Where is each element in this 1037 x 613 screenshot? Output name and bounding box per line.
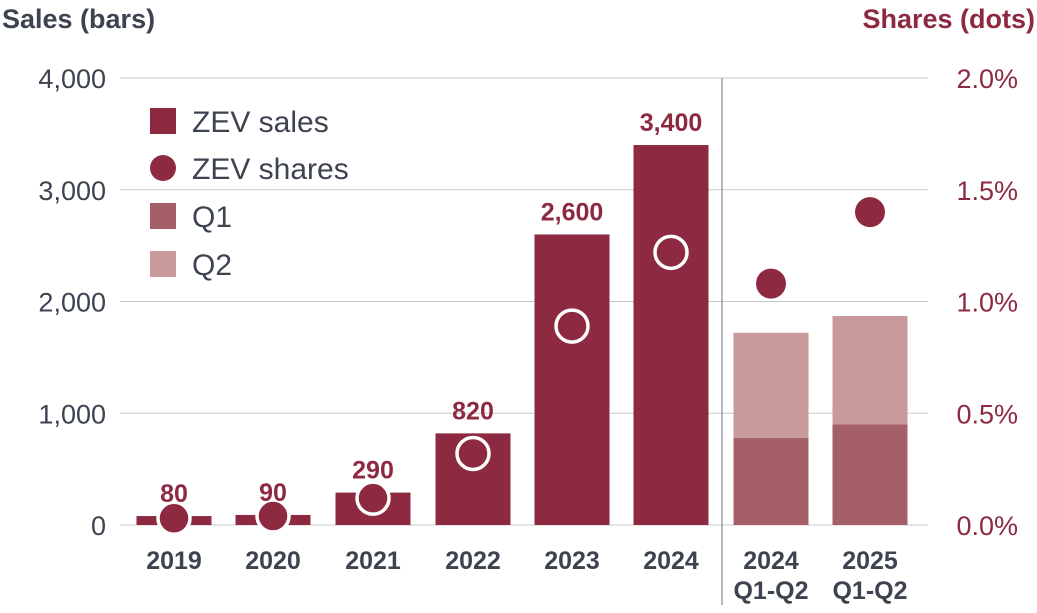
- legend: ZEV sales ZEV shares Q1 Q2: [150, 106, 349, 282]
- sales-data-label: 80: [160, 480, 188, 508]
- right-axis-title: Shares (dots): [862, 4, 1035, 34]
- right-tick-label: 1.0%: [956, 288, 1018, 318]
- share-dot-2025-h1: [855, 197, 885, 228]
- x-tick-label: 2025: [842, 547, 898, 575]
- left-tick-label: 4,000: [38, 64, 106, 94]
- share-dots: [156, 197, 885, 537]
- x-tick-label: 2023: [544, 547, 600, 575]
- right-tick-label: 1.5%: [956, 176, 1018, 206]
- left-axis-title: Sales (bars): [2, 4, 155, 34]
- axes: 4,000 3,000 2,000 1,000 0 2.0% 1.5% 1.0% 0.5% 0.0…: [38, 64, 1018, 605]
- sales-bar-2024: [633, 145, 709, 526]
- left-tick-label: 2,000: [38, 288, 106, 318]
- sales-data-label: 2,600: [541, 198, 604, 226]
- x-tick-label: 2020: [245, 547, 301, 575]
- q2-bar-2025: [832, 316, 908, 425]
- right-tick-label: 0.0%: [956, 511, 1018, 541]
- sales-bar-2023: [534, 234, 610, 525]
- legend-label: ZEV shares: [192, 153, 349, 186]
- q1-bar-2024: [733, 437, 809, 525]
- sales-data-label: 3,400: [640, 109, 703, 137]
- left-tick-label: 1,000: [38, 399, 106, 429]
- share-dot-2023: [554, 308, 590, 344]
- x-tick-label: 2022: [445, 547, 501, 575]
- bars: [136, 145, 908, 526]
- legend-label: Q1: [192, 201, 232, 234]
- q2-bar-2024: [733, 332, 809, 438]
- share-dot-2019: [156, 500, 192, 537]
- share-dot-2024: [653, 234, 689, 271]
- left-tick-label: 3,000: [38, 176, 106, 206]
- x-tick-label: 2021: [345, 547, 401, 575]
- legend-swatch-zev-shares: [150, 155, 176, 181]
- right-tick-label: 2.0%: [956, 64, 1018, 94]
- legend-label: Q2: [192, 249, 232, 282]
- share-dot-2020: [255, 498, 291, 534]
- share-dot-2021: [355, 480, 391, 516]
- sales-data-label: 820: [452, 397, 494, 425]
- x-tick-label: 2019: [146, 547, 202, 575]
- x-tick-sublabel: Q1-Q2: [832, 577, 907, 605]
- q1-bar-2025: [832, 424, 908, 525]
- sales-data-label: 290: [352, 457, 394, 485]
- sales-bar-2022: [435, 433, 511, 525]
- share-dot-2024-h1: [756, 268, 786, 299]
- x-tick-label: 2024: [743, 547, 799, 575]
- x-tick-sublabel: Q1-Q2: [733, 577, 808, 605]
- legend-swatch-q1: [150, 203, 176, 229]
- right-tick-label: 0.5%: [956, 399, 1018, 429]
- legend-label: ZEV sales: [192, 106, 329, 139]
- legend-swatch-zev-sales: [150, 108, 176, 134]
- share-dot-2022: [455, 435, 491, 472]
- legend-swatch-q2: [150, 251, 176, 277]
- left-tick-label: 0: [91, 511, 106, 541]
- data-labels: 80 90 290 820 2,600 3,400: [160, 109, 702, 508]
- x-tick-label: 2024: [643, 547, 699, 575]
- sales-data-label: 90: [259, 479, 287, 507]
